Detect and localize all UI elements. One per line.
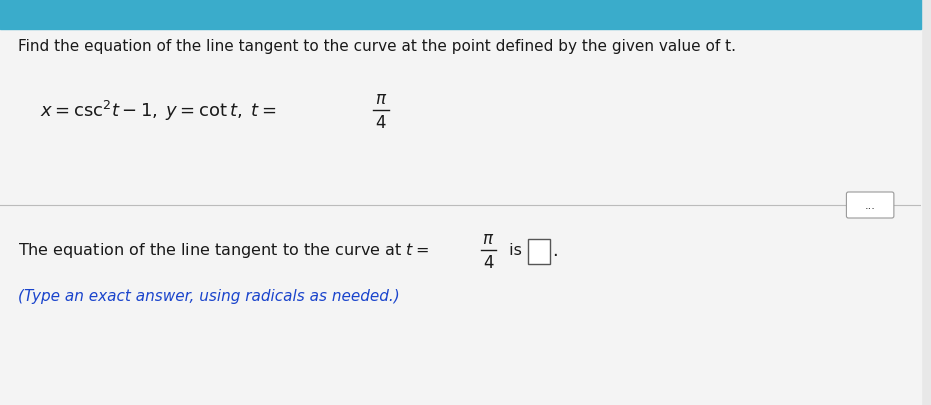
Text: Find the equation of the line tangent to the curve at the point defined by the g: Find the equation of the line tangent to…: [18, 38, 735, 53]
Text: $\pi$: $\pi$: [374, 90, 386, 108]
Text: .: .: [552, 241, 558, 259]
Text: ...: ...: [865, 200, 875, 211]
Text: (Type an exact answer, using radicals as needed.): (Type an exact answer, using radicals as…: [18, 288, 399, 303]
Bar: [0, 0, 921, 30]
Text: $\pi$: $\pi$: [482, 230, 494, 247]
Bar: [528, 239, 550, 264]
Text: is: is: [505, 243, 522, 258]
Text: $4$: $4$: [375, 114, 386, 132]
Text: $4$: $4$: [482, 254, 494, 271]
Text: $x = \mathregular{csc}^{2}t - 1,\; y = \mathregular{cot}\,t,\; t =$: $x = \mathregular{csc}^{2}t - 1,\; y = \…: [39, 99, 276, 123]
FancyBboxPatch shape: [846, 192, 894, 218]
Text: The equation of the line tangent to the curve at $t =$: The equation of the line tangent to the …: [18, 241, 428, 260]
